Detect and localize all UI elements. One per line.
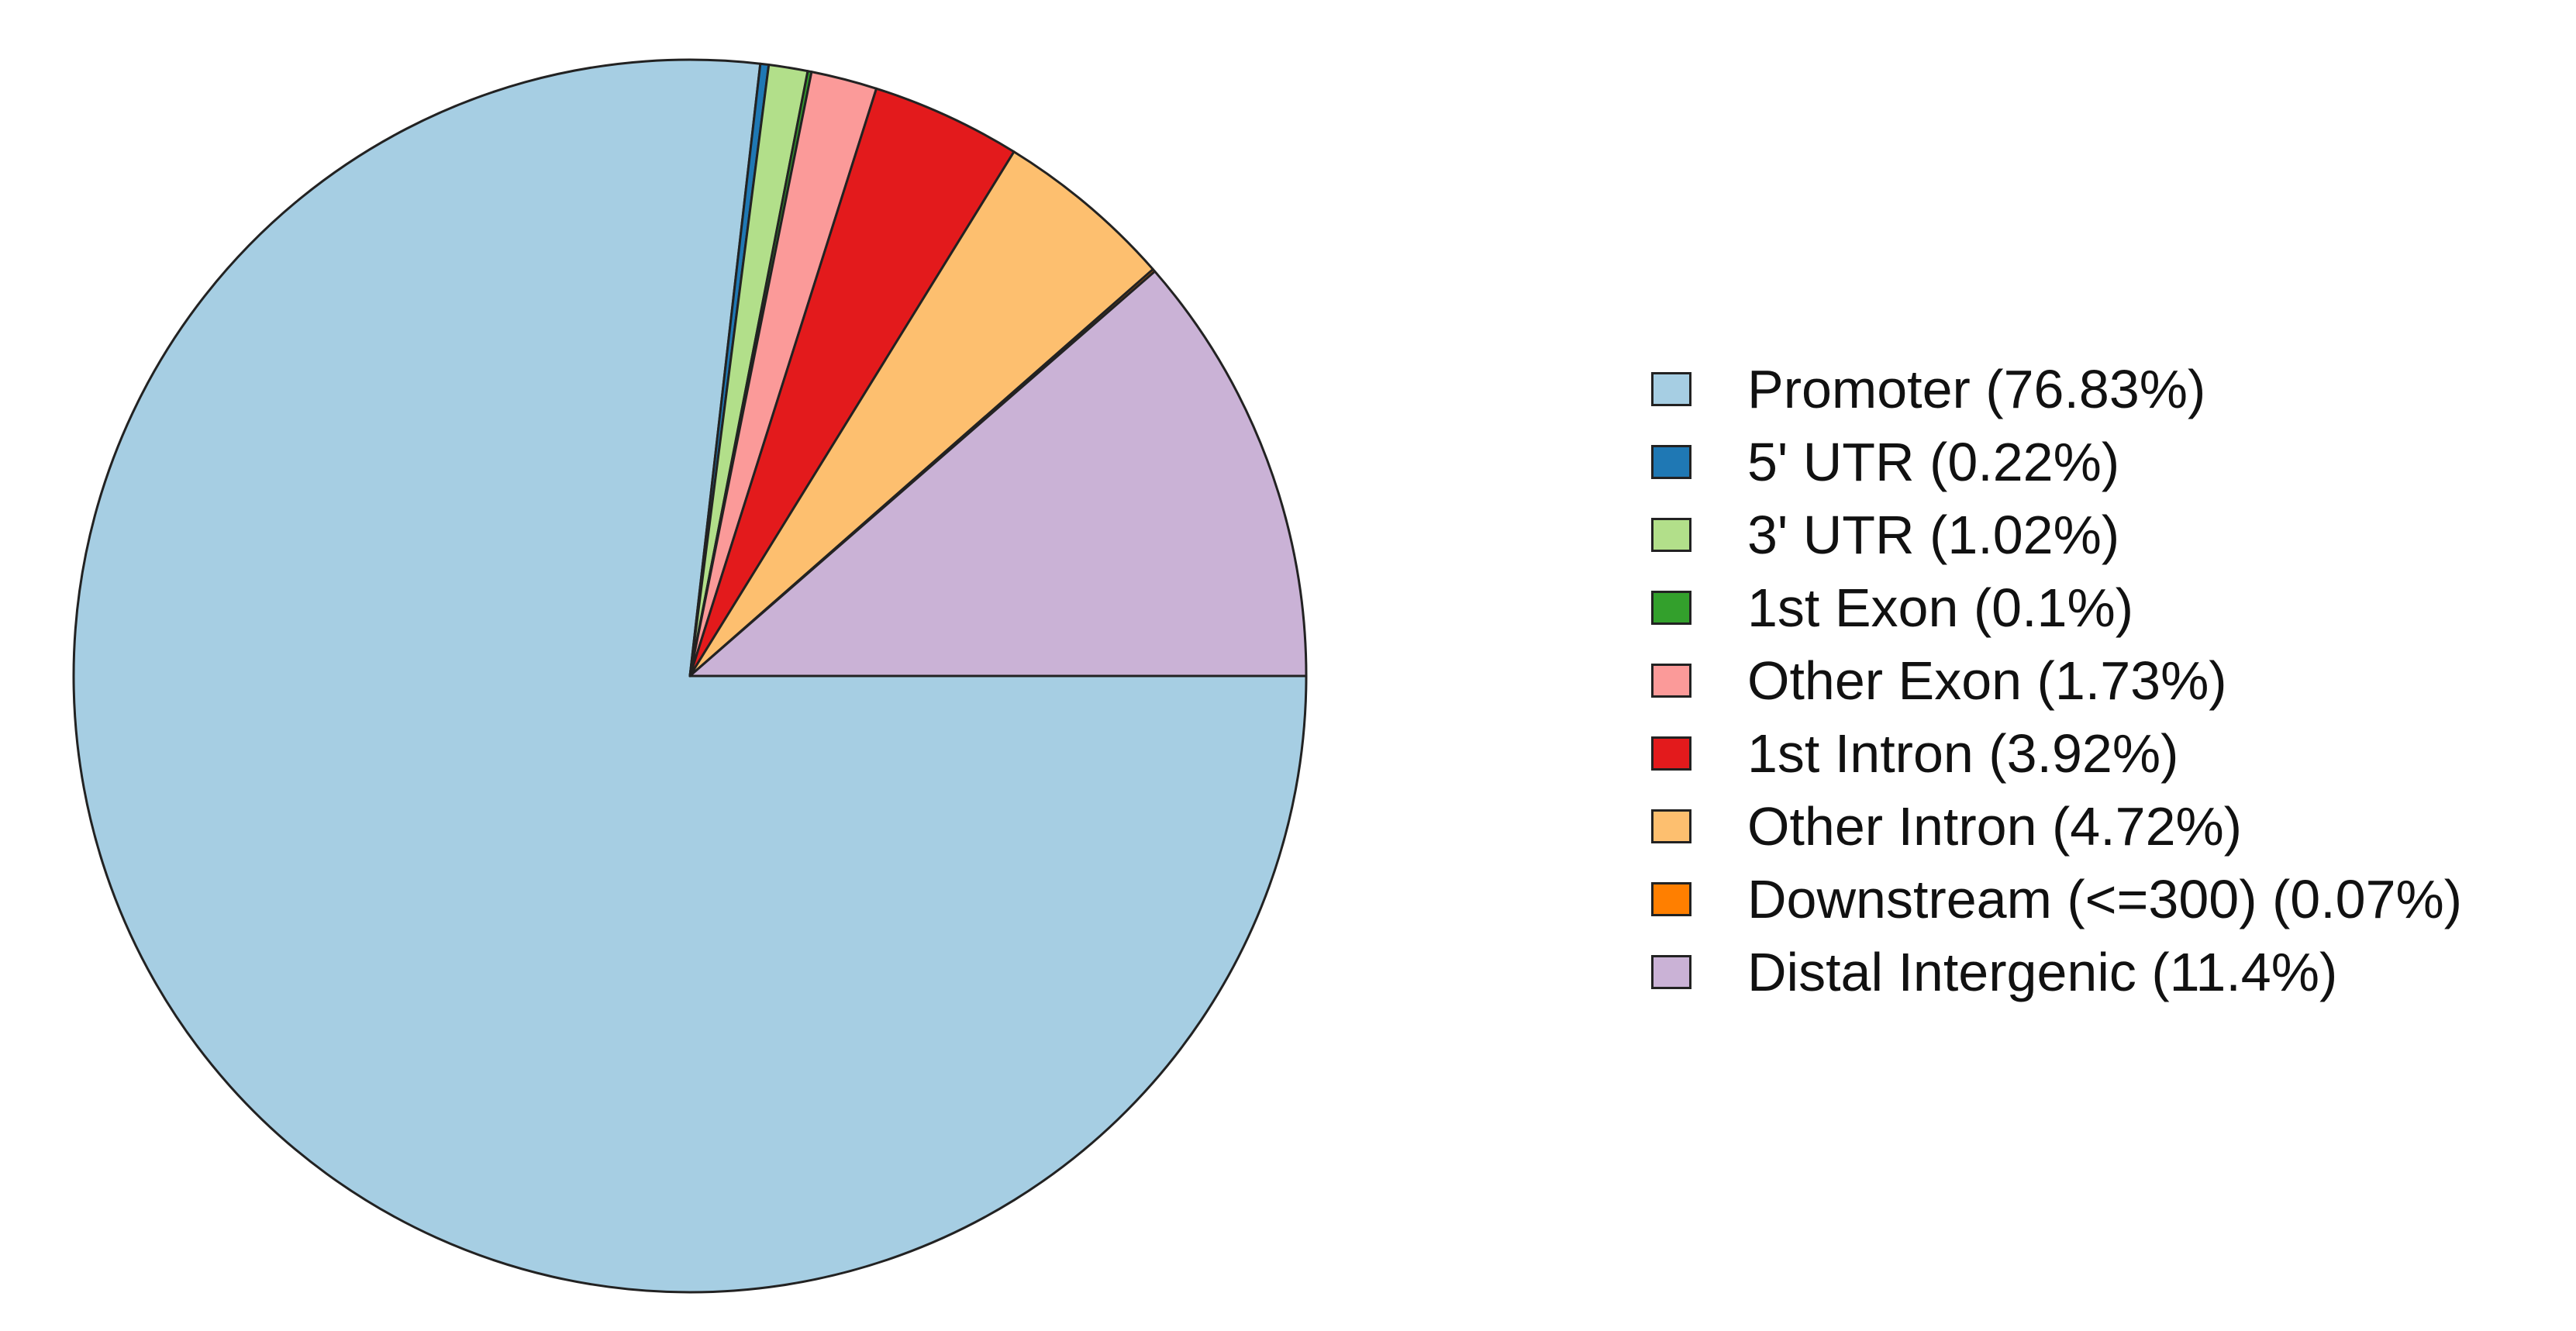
legend-item-4: Other Exon (1.73%) — [1651, 644, 2462, 717]
legend-label-5: 1st Intron (3.92%) — [1747, 723, 2179, 784]
legend-label-6: Other Intron (4.72%) — [1747, 796, 2243, 857]
legend-swatch-0 — [1651, 372, 1691, 406]
legend-swatch-7 — [1651, 882, 1691, 916]
legend: Promoter (76.83%) 5' UTR (0.22%) 3' UTR (1… — [1651, 353, 2462, 1009]
legend-swatch-5 — [1651, 736, 1691, 771]
legend-label-1: 5' UTR (0.22%) — [1747, 432, 2120, 492]
pie-slices — [72, 58, 1308, 1294]
legend-swatch-4 — [1651, 664, 1691, 698]
legend-swatch-8 — [1651, 955, 1691, 989]
pie-slice-6 — [688, 150, 1154, 678]
legend-swatch-1 — [1651, 445, 1691, 479]
pie-slice-8 — [688, 270, 1308, 678]
legend-swatch-3 — [1651, 591, 1691, 625]
legend-label-0: Promoter (76.83%) — [1747, 359, 2206, 419]
legend-item-2: 3' UTR (1.02%) — [1651, 498, 2462, 571]
legend-swatch-6 — [1651, 809, 1691, 843]
legend-item-1: 5' UTR (0.22%) — [1651, 426, 2462, 498]
pie-slice-0 — [72, 58, 1308, 1294]
legend-item-3: 1st Exon (0.1%) — [1651, 571, 2462, 644]
legend-label-2: 3' UTR (1.02%) — [1747, 505, 2120, 565]
legend-item-8: Distal Intergenic (11.4%) — [1651, 936, 2462, 1009]
legend-swatch-2 — [1651, 518, 1691, 552]
legend-item-6: Other Intron (4.72%) — [1651, 790, 2462, 863]
legend-item-0: Promoter (76.83%) — [1651, 353, 2462, 426]
legend-item-5: 1st Intron (3.92%) — [1651, 717, 2462, 790]
legend-label-7: Downstream (<=300) (0.07%) — [1747, 869, 2463, 929]
legend-label-4: Other Exon (1.73%) — [1747, 650, 2227, 711]
pie-slice-5 — [688, 87, 1016, 678]
legend-label-8: Distal Intergenic (11.4%) — [1747, 942, 2338, 1002]
legend-item-7: Downstream (<=300) (0.07%) — [1651, 863, 2462, 936]
legend-label-3: 1st Exon (0.1%) — [1747, 578, 2133, 638]
